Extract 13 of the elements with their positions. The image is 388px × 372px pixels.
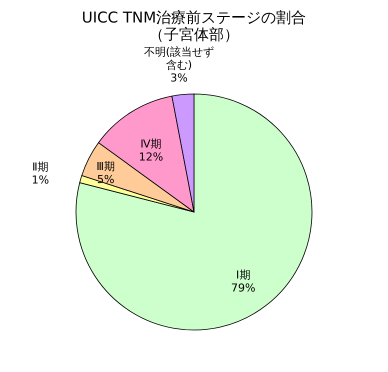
- text: UICC TNM治療前ステージの割合: [82, 8, 306, 27]
- data-label: 1%: [32, 173, 50, 186]
- slice-label: 不明(該当せず含む): [144, 46, 214, 72]
- data-label: 12%: [138, 150, 164, 164]
- data-label: 5%: [96, 173, 114, 186]
- slice-label: Ⅱ期: [32, 160, 49, 174]
- pie-slice: [76, 94, 312, 330]
- data-label: 79%: [230, 281, 256, 294]
- data-label: 3%: [170, 72, 188, 85]
- text: （子宮体部）: [149, 26, 239, 44]
- slice-label: Ⅰ期: [236, 268, 250, 282]
- slice-label: Ⅲ期: [96, 160, 115, 173]
- slice-label: Ⅳ期: [140, 137, 162, 150]
